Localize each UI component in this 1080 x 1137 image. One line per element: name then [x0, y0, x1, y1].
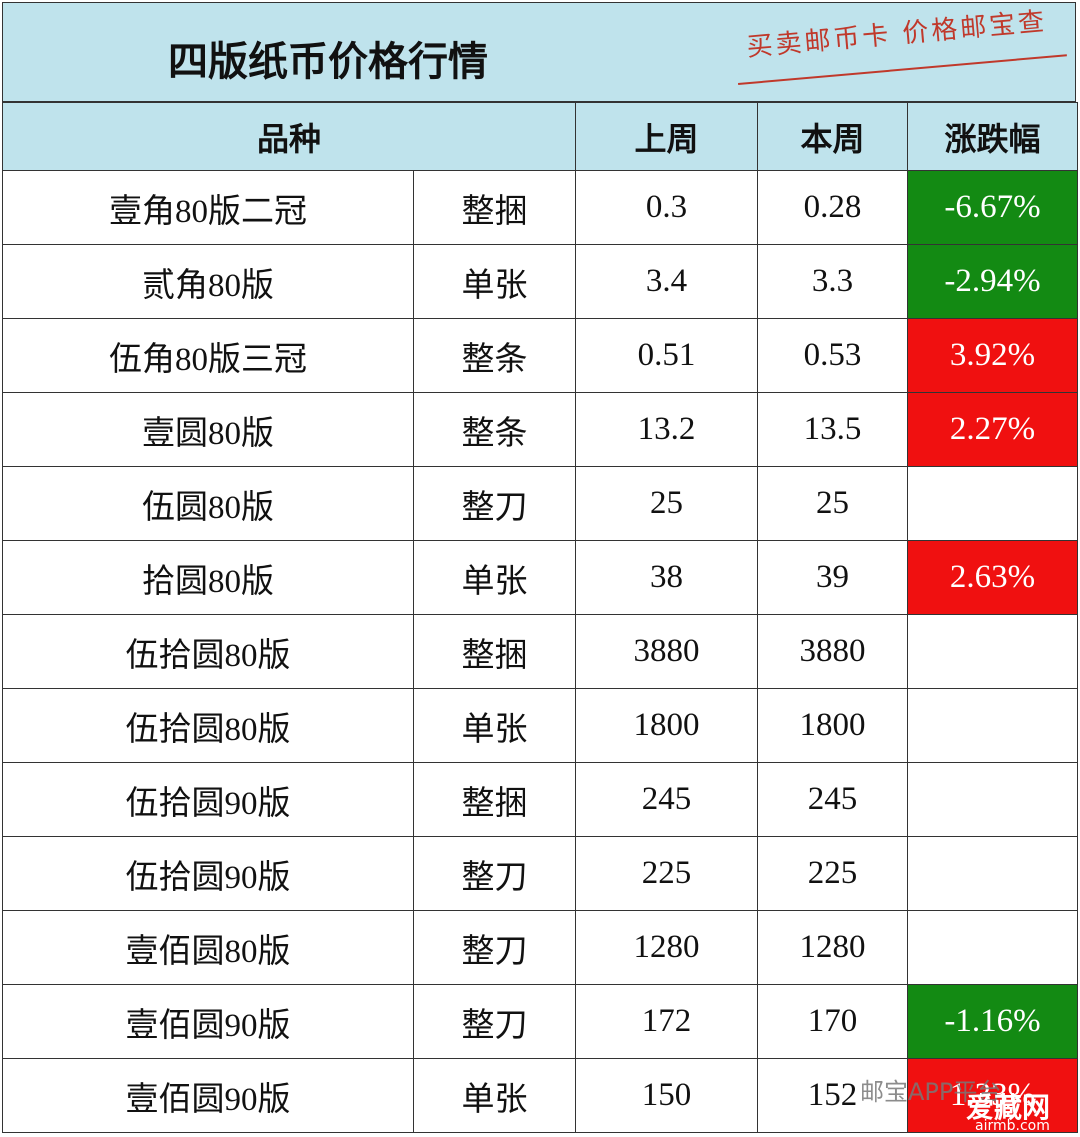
change-cell — [907, 836, 1078, 911]
this-week-cell: 170 — [757, 984, 908, 1059]
header: 四版纸币价格行情 买卖邮币卡 价格邮宝查 — [2, 2, 1076, 102]
variety-cell: 壹角80版二冠 — [2, 170, 414, 245]
column-header: 本周 — [757, 102, 908, 171]
column-header: 上周 — [575, 102, 758, 171]
this-week-cell: 225 — [757, 836, 908, 911]
variety-cell: 伍圆80版 — [2, 466, 414, 541]
unit-cell: 整捆 — [413, 614, 576, 689]
unit-cell: 整刀 — [413, 984, 576, 1059]
change-cell — [907, 466, 1078, 541]
column-header: 涨跌幅 — [907, 102, 1078, 171]
last-week-cell: 1280 — [575, 910, 758, 985]
this-week-cell: 13.5 — [757, 392, 908, 467]
unit-cell: 整捆 — [413, 762, 576, 837]
slogan: 买卖邮币卡 价格邮宝查 — [745, 6, 1049, 63]
unit-cell: 整条 — [413, 318, 576, 393]
title: 四版纸币价格行情 — [168, 39, 488, 85]
variety-cell: 伍拾圆80版 — [2, 614, 414, 689]
change-cell: -2.94% — [907, 244, 1078, 319]
unit-cell: 单张 — [413, 244, 576, 319]
this-week-cell: 0.28 — [757, 170, 908, 245]
change-cell — [907, 762, 1078, 837]
change-cell: 1.33% — [907, 1058, 1078, 1133]
last-week-cell: 3.4 — [575, 244, 758, 319]
last-week-cell: 1800 — [575, 688, 758, 763]
last-week-cell: 38 — [575, 540, 758, 615]
variety-cell: 伍角80版三冠 — [2, 318, 414, 393]
unit-cell: 单张 — [413, 1058, 576, 1133]
watermark-site: 爱藏网 — [966, 1091, 1051, 1124]
variety-cell: 贰角80版 — [2, 244, 414, 319]
last-week-cell: 0.51 — [575, 318, 758, 393]
variety-cell: 壹圆80版 — [2, 392, 414, 467]
change-cell: 2.27% — [907, 392, 1078, 467]
last-week-cell: 3880 — [575, 614, 758, 689]
unit-cell: 整捆 — [413, 170, 576, 245]
unit-cell: 整刀 — [413, 466, 576, 541]
this-week-cell: 245 — [757, 762, 908, 837]
variety-cell: 壹佰圆90版 — [2, 1058, 414, 1133]
last-week-cell: 225 — [575, 836, 758, 911]
variety-cell: 壹佰圆90版 — [2, 984, 414, 1059]
column-header: 品种 — [2, 102, 576, 171]
watermark-account: 邮宝APP平台 — [860, 1078, 1002, 1106]
variety-cell: 伍拾圆90版 — [2, 762, 414, 837]
change-cell — [907, 688, 1078, 763]
unit-cell: 整条 — [413, 392, 576, 467]
variety-cell: 伍拾圆90版 — [2, 836, 414, 911]
last-week-cell: 13.2 — [575, 392, 758, 467]
last-week-cell: 245 — [575, 762, 758, 837]
unit-cell: 单张 — [413, 688, 576, 763]
last-week-cell: 25 — [575, 466, 758, 541]
change-cell: -1.16% — [907, 984, 1078, 1059]
last-week-cell: 0.3 — [575, 170, 758, 245]
change-cell: 3.92% — [907, 318, 1078, 393]
this-week-cell: 39 — [757, 540, 908, 615]
this-week-cell: 25 — [757, 466, 908, 541]
unit-cell: 整刀 — [413, 836, 576, 911]
change-cell: -6.67% — [907, 170, 1078, 245]
change-cell: 2.63% — [907, 540, 1078, 615]
variety-cell: 拾圆80版 — [2, 540, 414, 615]
change-cell — [907, 910, 1078, 985]
this-week-cell: 3880 — [757, 614, 908, 689]
this-week-cell: 152 — [757, 1058, 908, 1133]
variety-cell: 壹佰圆80版 — [2, 910, 414, 985]
this-week-cell: 1800 — [757, 688, 908, 763]
this-week-cell: 1280 — [757, 910, 908, 985]
last-week-cell: 150 — [575, 1058, 758, 1133]
watermark-url: airmb.com — [975, 1118, 1050, 1134]
variety-cell: 伍拾圆80版 — [2, 688, 414, 763]
last-week-cell: 172 — [575, 984, 758, 1059]
this-week-cell: 3.3 — [757, 244, 908, 319]
unit-cell: 整刀 — [413, 910, 576, 985]
this-week-cell: 0.53 — [757, 318, 908, 393]
change-cell — [907, 614, 1078, 689]
unit-cell: 单张 — [413, 540, 576, 615]
